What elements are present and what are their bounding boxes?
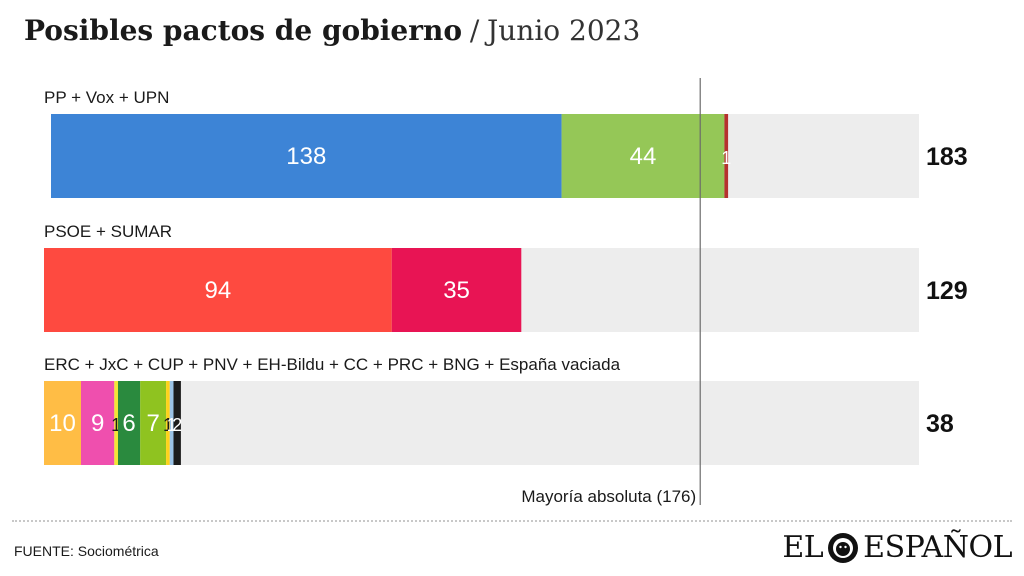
logo-text-left: EL (782, 530, 824, 565)
footer-divider (12, 520, 1012, 522)
lion-head-icon (826, 531, 860, 565)
segment-value-label: 9 (91, 410, 104, 437)
bar-segment (114, 381, 118, 465)
segment-value-label: 1 (721, 148, 731, 168)
bar-segment (51, 114, 562, 198)
segment-value-label: 35 (443, 277, 470, 304)
group-label: PSOE + SUMAR (44, 222, 172, 241)
segment-value-label: 1 (111, 415, 121, 435)
segment-value-label: 6 (122, 410, 135, 437)
source-note: FUENTE: Sociométrica (14, 543, 159, 559)
title-separator: / (469, 14, 480, 47)
segment-value-label: 7 (146, 410, 159, 437)
segment-value-label: 2 (172, 415, 182, 435)
bar-segment (140, 381, 167, 465)
bar-segment (561, 114, 725, 198)
group-total-label: 183 (926, 143, 968, 171)
bar-segment (44, 248, 392, 332)
segment-value-label: 44 (630, 143, 657, 170)
segment-value-label: 1 (167, 415, 177, 435)
group-total-label: 129 (926, 277, 968, 305)
bar-track (44, 381, 919, 465)
group-total-label: 38 (926, 410, 954, 438)
bar-segment (724, 114, 729, 198)
group-label: PP + Vox + UPN (44, 88, 169, 107)
bar-segment (166, 381, 170, 465)
segment-value-label: 94 (205, 277, 232, 304)
segment-value-label: 1 (163, 415, 173, 435)
bar-segment (391, 248, 522, 332)
chart-title: Posibles pactos de gobierno (24, 14, 463, 47)
segment-value-label: 138 (286, 143, 326, 170)
bar-segment (44, 381, 81, 465)
segment-value-label: 10 (49, 410, 76, 437)
group-label: ERC + JxC + CUP + PNV + EH-Bildu + CC + … (44, 355, 621, 374)
publisher-logo: EL ESPAÑOL (782, 530, 1012, 565)
bar-segment (173, 381, 181, 465)
bar-segment (81, 381, 115, 465)
chart-subtitle: Junio 2023 (487, 14, 641, 47)
majority-reference-label: Mayoría absoluta (176) (521, 487, 696, 506)
bar-segment (169, 381, 174, 465)
bar-segment (118, 381, 141, 465)
chart-title-block: Posibles pactos de gobierno / Junio 2023 (24, 14, 640, 47)
logo-text-right: ESPAÑOL (863, 530, 1012, 565)
